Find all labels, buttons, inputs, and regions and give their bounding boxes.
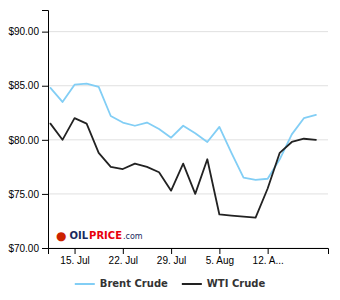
chart: $70.00 $75.00 $80.00 $85.00 $90.00 15. Jul 22.…: [0, 0, 340, 300]
y-tick: $70.00: [8, 243, 48, 254]
y-axis: $70.00 $75.00 $80.00 $85.00 $90.00: [8, 11, 48, 254]
annotation: ●: [56, 229, 66, 243]
x-tick-label: 5. Aug: [206, 255, 234, 266]
grid: [48, 32, 328, 248]
legend-label: WTI Crude: [207, 278, 266, 289]
x-tick: 29. Jul: [157, 248, 186, 266]
grid-line: [48, 193, 328, 194]
x-tick: 15. Jul: [60, 248, 89, 266]
y-tick-mark: [42, 32, 48, 33]
annotation: PRICE: [89, 230, 122, 241]
y-tick: $75.00: [8, 189, 48, 200]
x-tick-mark: [219, 248, 220, 254]
y-tick-label: $90.00: [8, 26, 39, 37]
x-tick-label: 29. Jul: [157, 255, 186, 266]
y-tick-mark: [42, 194, 48, 195]
legend-swatch: [75, 283, 95, 285]
x-axis-line: [49, 249, 329, 255]
annotation: .com: [123, 232, 143, 241]
legend: Brent Crude WTI Crude: [75, 278, 266, 289]
x-tick: 5. Aug: [206, 248, 234, 266]
legend-swatch: [182, 283, 202, 285]
y-tick-mark: [42, 86, 48, 87]
y-tick: $80.00: [8, 135, 48, 146]
legend-item: Brent Crude: [75, 278, 168, 289]
lines: [50, 84, 316, 218]
x-tick-mark: [75, 248, 76, 254]
x-tick-mark: [123, 248, 124, 254]
x-tick-label: 22. Jul: [109, 255, 138, 266]
legend-item: WTI Crude: [182, 278, 266, 289]
x-tick: 22. Jul: [109, 248, 138, 266]
y-tick-label: $75.00: [8, 189, 39, 200]
plot: $70.00 $75.00 $80.00 $85.00 $90.00 15. Jul 22.…: [8, 11, 328, 267]
grid-line: [48, 31, 328, 32]
x-tick: 12. A...: [253, 248, 284, 266]
x-tick-label: 15. Jul: [60, 255, 89, 266]
y-tick: $85.00: [8, 80, 48, 91]
x-tick-mark: [171, 248, 172, 254]
annotation: OIL: [69, 230, 88, 241]
y-tick-mark: [42, 248, 48, 249]
x-tick-label: 12. A...: [253, 255, 284, 266]
y-tick-label: $85.00: [8, 80, 39, 91]
y-tick-label: $70.00: [8, 243, 39, 254]
grid-line: [48, 139, 328, 140]
y-axis-line: [42, 11, 49, 249]
y-tick-mark: [42, 140, 48, 141]
legend-label: Brent Crude: [100, 278, 168, 289]
x-tick-mark: [268, 248, 269, 254]
x-axis: 15. Jul 22. Jul 29. Jul 5. Aug 12. A...: [49, 248, 329, 266]
series-line: [50, 118, 316, 218]
y-tick-label: $80.00: [8, 135, 39, 146]
y-tick: $90.00: [8, 26, 48, 37]
